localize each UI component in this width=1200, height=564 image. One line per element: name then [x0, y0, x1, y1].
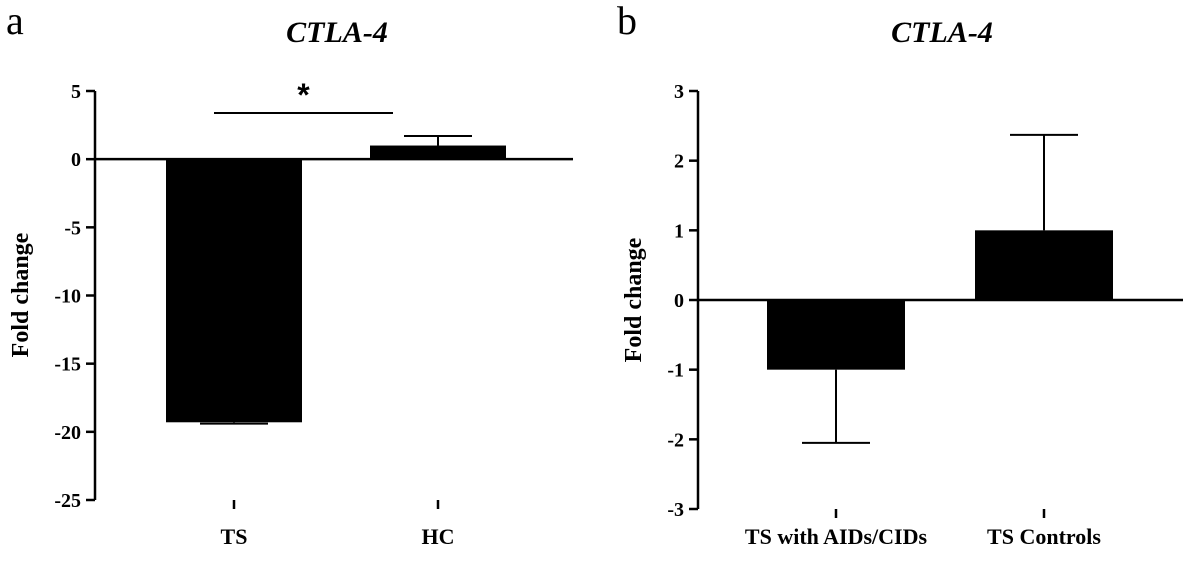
panel-a-title: CTLA-4 [286, 16, 388, 49]
panel-a-y-tick-label: 5 [71, 81, 81, 103]
category-label-ts: TS [221, 524, 248, 549]
panel-a-y-tick-label: -20 [54, 422, 81, 444]
category-label-ts-with-aids-cids: TS with AIDs/CIDs [745, 524, 928, 549]
panel-a-category-labels: TS HC [221, 500, 455, 549]
bar-ts-controls [975, 230, 1113, 300]
panel-b-y-tick-label: 2 [674, 151, 684, 173]
panel-b-category-labels: TS with AIDs/CIDs TS Controls [745, 509, 1101, 549]
panel-a-y-tick-label: -25 [54, 490, 81, 512]
panel-a: a CTLA-4 Fold change 50-5-10-15-20-25 * … [6, 0, 573, 549]
panel-b-y-axis-title: Fold change [621, 237, 647, 362]
panel-b-y-tick-label: -3 [667, 499, 684, 521]
panel-a-letter: a [6, 0, 24, 43]
panel-a-y-tick-label: -15 [54, 354, 81, 376]
panel-a-y-tick-label: -5 [64, 217, 81, 239]
panel-a-y-tick-label: -10 [54, 286, 81, 308]
panel-b-title: CTLA-4 [891, 16, 993, 49]
panel-b-y-tick-label: 1 [674, 220, 684, 242]
panel-b-y-tick-label: -2 [667, 429, 684, 451]
panel-a-y-tick-label: 0 [71, 149, 81, 171]
category-label-hc: HC [422, 524, 455, 549]
panel-b-y-tick-label: 3 [674, 81, 684, 103]
significance-label: * [297, 77, 310, 113]
panel-b-y-tick-label: 0 [674, 290, 684, 312]
panel-b-letter: b [617, 0, 637, 43]
panel-a-y-axis-title: Fold change [8, 232, 34, 357]
category-label-ts-controls: TS Controls [987, 524, 1101, 549]
panel-b-y-tick-label: -1 [667, 360, 684, 382]
panel-a-y-axis: 5 0 -5 -10 -15 -20 -25 [54, 81, 97, 512]
bar-hc [370, 145, 506, 160]
bar-ts [166, 159, 302, 423]
panel-a-bars [166, 134, 506, 425]
panel-b-y-axis: 3 2 1 0 -1 -2 -3 [667, 81, 700, 521]
panel-a-significance: * [214, 77, 393, 114]
panel-b-bars [767, 133, 1113, 444]
bar-ts-with-aids-cids [767, 300, 905, 370]
panel-b: b CTLA-4 Fold change 3 2 1 0 -1 -2 -3 TS with … [617, 0, 1183, 549]
